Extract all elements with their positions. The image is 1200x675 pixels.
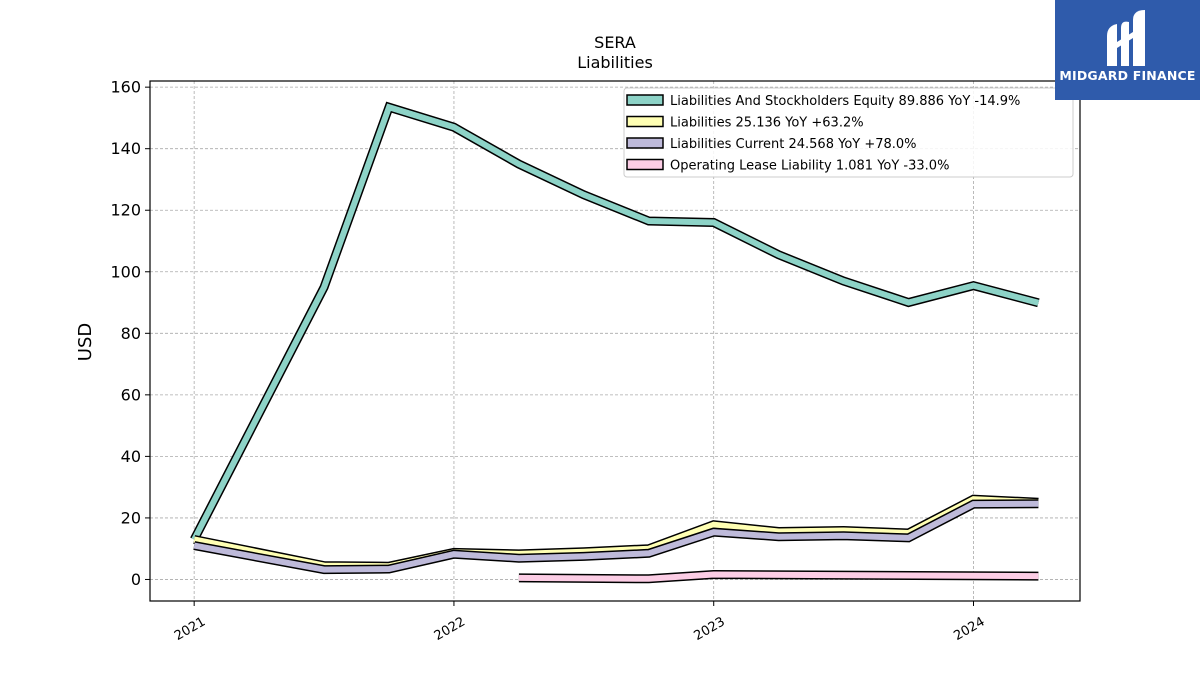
legend-swatch-liabilities-and-stockholders-equity	[626, 94, 664, 106]
legend-label-operating-lease-liability: Operating Lease Liability 1.081 YoY -33.…	[670, 159, 949, 174]
series-line-liabilities-current	[193, 500, 1039, 573]
plot-frame	[149, 80, 1081, 602]
y-tick-label: 160	[110, 78, 141, 97]
legend-label-liabilities-current: Liabilities Current 24.568 YoY +78.0%	[670, 137, 917, 152]
y-tick-label: 60	[121, 385, 141, 404]
x-tick-label: 2024	[951, 614, 987, 644]
y-axis-ticks: 0 20 40 60 80 100 120 140 160	[110, 78, 150, 589]
series-layer	[190, 101, 1040, 584]
legend-label-liabilities-and-stockholders-equity: Liabilities And Stockholders Equity 89.8…	[670, 94, 1020, 109]
legend-swatch-liabilities-current	[626, 137, 664, 149]
chart-title: SERA	[594, 33, 636, 52]
midgard-finance-logo: MIDGARD FINANCE	[1055, 0, 1200, 100]
logo-text: MIDGARD FINANCE	[1059, 68, 1196, 83]
y-tick-label: 80	[121, 324, 141, 343]
logo-mark-icon	[1107, 10, 1145, 67]
legend-box	[623, 87, 1074, 178]
y-tick-label: 40	[121, 447, 141, 466]
y-tick-label: 120	[110, 201, 141, 220]
y-tick-label: 140	[110, 139, 141, 158]
chart-subtitle: Liabilities	[577, 53, 653, 72]
y-tick-label: 0	[131, 570, 141, 589]
legend-swatch-operating-lease-liability	[626, 158, 664, 171]
x-tick-label: 2022	[432, 614, 468, 644]
x-axis-ticks: 2021 2022 2023 2024	[172, 601, 987, 644]
x-tick-label: 2021	[172, 614, 208, 644]
y-axis-label: USD	[75, 323, 96, 361]
legend-swatch-liabilities	[626, 115, 664, 128]
series-line-operating-lease-liability	[518, 571, 1039, 582]
series-line-liabilities-and-stockholders-equity	[191, 103, 1040, 541]
y-tick-label: 20	[121, 508, 141, 527]
y-tick-label: 100	[110, 262, 141, 281]
legend-label-liabilities: Liabilities 25.136 YoY +63.2%	[670, 116, 864, 131]
x-tick-label: 2023	[692, 614, 728, 644]
legend: Liabilities And Stockholders Equity 89.8…	[623, 87, 1074, 178]
